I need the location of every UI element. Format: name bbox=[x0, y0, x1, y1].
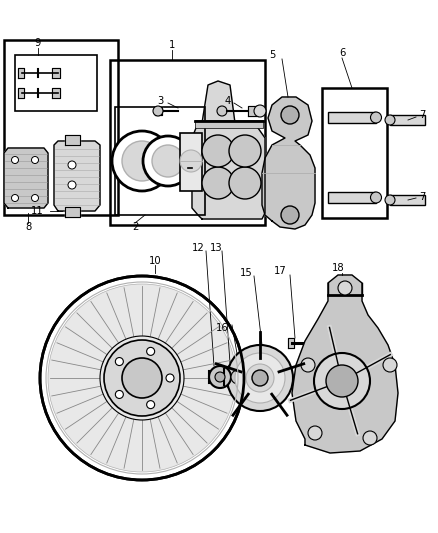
Circle shape bbox=[11, 157, 18, 164]
Text: 6: 6 bbox=[339, 48, 345, 58]
Bar bbox=[115, 107, 205, 215]
Circle shape bbox=[383, 358, 397, 372]
Circle shape bbox=[308, 426, 322, 440]
Circle shape bbox=[252, 370, 268, 386]
Circle shape bbox=[202, 135, 234, 167]
Text: 3: 3 bbox=[157, 96, 163, 106]
Circle shape bbox=[363, 431, 377, 445]
Circle shape bbox=[385, 115, 395, 125]
Polygon shape bbox=[52, 68, 60, 78]
Polygon shape bbox=[54, 141, 100, 211]
Text: 11: 11 bbox=[31, 206, 44, 216]
Text: 7: 7 bbox=[419, 192, 425, 202]
Circle shape bbox=[153, 106, 163, 116]
Polygon shape bbox=[292, 275, 398, 453]
Text: 17: 17 bbox=[274, 266, 286, 276]
Circle shape bbox=[246, 364, 274, 392]
Polygon shape bbox=[262, 97, 315, 229]
Text: 15: 15 bbox=[240, 268, 252, 278]
Circle shape bbox=[115, 391, 124, 399]
Circle shape bbox=[217, 106, 227, 116]
Circle shape bbox=[48, 284, 236, 472]
Circle shape bbox=[68, 181, 76, 189]
Circle shape bbox=[385, 195, 395, 205]
Polygon shape bbox=[18, 68, 24, 78]
Circle shape bbox=[231, 370, 245, 384]
Circle shape bbox=[32, 195, 39, 201]
Circle shape bbox=[143, 136, 193, 186]
Bar bbox=[180, 133, 202, 191]
Bar bbox=[110, 60, 265, 225]
Circle shape bbox=[104, 340, 180, 416]
Circle shape bbox=[281, 106, 299, 124]
Text: 16: 16 bbox=[215, 323, 228, 333]
Bar bbox=[322, 88, 387, 218]
Bar bbox=[328, 192, 376, 203]
Text: 7: 7 bbox=[419, 110, 425, 120]
Circle shape bbox=[147, 348, 155, 356]
Circle shape bbox=[100, 336, 184, 420]
Circle shape bbox=[68, 161, 76, 169]
Circle shape bbox=[11, 195, 18, 201]
Circle shape bbox=[115, 358, 124, 366]
Circle shape bbox=[254, 105, 266, 117]
Text: 1: 1 bbox=[169, 40, 175, 50]
Polygon shape bbox=[65, 135, 80, 145]
Circle shape bbox=[371, 192, 381, 203]
Circle shape bbox=[229, 135, 261, 167]
Circle shape bbox=[301, 358, 315, 372]
Text: 4: 4 bbox=[225, 96, 231, 106]
Circle shape bbox=[209, 366, 231, 388]
Circle shape bbox=[314, 353, 370, 409]
Text: 18: 18 bbox=[332, 263, 344, 273]
Circle shape bbox=[112, 131, 172, 191]
Polygon shape bbox=[248, 106, 258, 116]
Text: 5: 5 bbox=[269, 50, 275, 60]
Polygon shape bbox=[4, 148, 48, 208]
Circle shape bbox=[235, 353, 285, 403]
Circle shape bbox=[147, 401, 155, 409]
Circle shape bbox=[122, 358, 162, 398]
Circle shape bbox=[224, 363, 252, 391]
Bar bbox=[390, 195, 425, 205]
Circle shape bbox=[180, 150, 202, 172]
Circle shape bbox=[202, 167, 234, 199]
Bar bbox=[195, 120, 263, 128]
Circle shape bbox=[281, 206, 299, 224]
Circle shape bbox=[40, 276, 244, 480]
Polygon shape bbox=[288, 338, 294, 348]
Circle shape bbox=[166, 374, 174, 382]
Text: 13: 13 bbox=[210, 243, 223, 253]
Polygon shape bbox=[52, 88, 60, 98]
Circle shape bbox=[152, 145, 184, 177]
Circle shape bbox=[371, 112, 381, 123]
Bar bbox=[4, 40, 118, 215]
Text: 2: 2 bbox=[132, 222, 138, 232]
Circle shape bbox=[32, 157, 39, 164]
Polygon shape bbox=[18, 88, 24, 98]
Text: 8: 8 bbox=[25, 222, 31, 232]
Circle shape bbox=[338, 281, 352, 295]
Circle shape bbox=[229, 167, 261, 199]
Text: 10: 10 bbox=[148, 256, 161, 266]
Polygon shape bbox=[155, 107, 162, 115]
Circle shape bbox=[227, 345, 293, 411]
Circle shape bbox=[215, 372, 225, 382]
Polygon shape bbox=[192, 81, 265, 219]
Circle shape bbox=[122, 141, 162, 181]
Bar bbox=[390, 115, 425, 125]
Bar bbox=[328, 112, 376, 123]
Circle shape bbox=[326, 365, 358, 397]
Text: 12: 12 bbox=[192, 243, 205, 253]
Bar bbox=[15, 55, 97, 111]
Polygon shape bbox=[65, 207, 80, 217]
Text: 9: 9 bbox=[35, 38, 41, 48]
